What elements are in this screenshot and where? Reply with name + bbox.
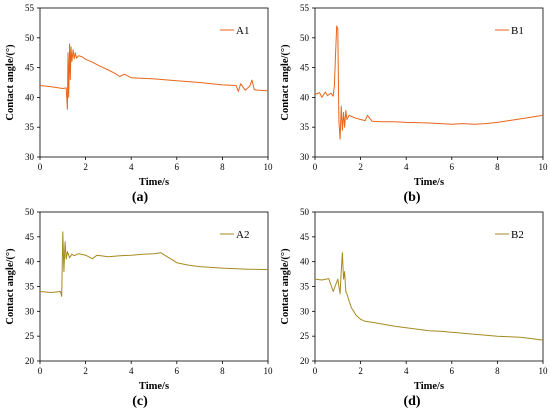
x-tick-label: 0 <box>313 162 318 172</box>
chart-panel-2: 0 2 4 6 8 10 30 35 40 45 50 55 Time/s Contact angle/(… <box>280 3 548 205</box>
x-tick-label: 4 <box>129 366 134 376</box>
y-tick-label: 35 <box>300 282 310 292</box>
x-tick-label: 8 <box>495 162 500 172</box>
y-tick-label: 45 <box>300 63 310 73</box>
x-tick-label: 8 <box>220 366 225 376</box>
plot-frame <box>39 7 269 158</box>
y-tick-label: 55 <box>300 3 310 13</box>
x-tick-label: 6 <box>450 162 455 172</box>
y-tick-label: 45 <box>25 232 35 242</box>
y-axis-title: Contact angle/(°) <box>5 44 16 121</box>
chart-panel-1: 0 2 4 6 8 10 30 35 40 45 50 55 Time/s Contact angle/(… <box>5 3 273 205</box>
series-line-b2 <box>314 252 544 341</box>
y-tick-label: 30 <box>300 152 310 162</box>
y-tick-label: 50 <box>25 207 35 217</box>
x-tick-label: 2 <box>358 366 363 376</box>
y-tick-label: 50 <box>300 33 310 43</box>
y-tick-label: 20 <box>25 356 35 366</box>
y-tick-label: 45 <box>25 63 35 73</box>
y-tick-label: 40 <box>300 92 310 102</box>
x-axis-title: Time/s <box>414 381 444 392</box>
x-tick-label: 4 <box>129 162 134 172</box>
y-tick-label: 35 <box>300 122 310 132</box>
y-tick-label: 25 <box>25 331 35 341</box>
x-tick-label: 2 <box>83 162 88 172</box>
x-tick-label: 10 <box>539 162 549 172</box>
plot-frame <box>314 7 544 158</box>
y-tick-label: 50 <box>300 207 310 217</box>
y-tick-label: 25 <box>300 331 310 341</box>
x-tick-label: 2 <box>358 162 363 172</box>
panel-caption-label: (d) <box>403 394 420 409</box>
y-axis-title: Contact angle/(°) <box>5 248 16 325</box>
x-tick-label: 8 <box>220 162 225 172</box>
chart-panel-4: 0 2 4 6 8 10 20 25 30 35 40 45 50 Time/s Contact angle… <box>280 207 548 409</box>
legend-label: A2 <box>236 229 249 241</box>
series-line-b1 <box>314 25 544 140</box>
series-line-a2 <box>39 231 269 297</box>
legend-label: B1 <box>511 25 524 37</box>
x-tick-label: 10 <box>264 366 274 376</box>
panel-caption-label: (b) <box>403 190 420 205</box>
y-tick-label: 30 <box>25 306 35 316</box>
y-tick-label: 40 <box>25 257 35 267</box>
y-axis-title: Contact angle/(°) <box>280 44 291 121</box>
y-tick-label: 35 <box>25 122 35 132</box>
y-tick-label: 30 <box>25 152 35 162</box>
y-tick-label: 30 <box>300 306 310 316</box>
x-axis-title: Time/s <box>139 177 169 188</box>
legend-label: A1 <box>236 25 249 37</box>
x-axis-title: Time/s <box>414 177 444 188</box>
panel-caption-label: (a) <box>132 190 149 205</box>
x-tick-label: 8 <box>495 366 500 376</box>
x-tick-label: 10 <box>264 162 274 172</box>
y-tick-label: 40 <box>25 92 35 102</box>
y-tick-label: 40 <box>300 257 310 267</box>
x-tick-label: 6 <box>175 162 180 172</box>
y-axis-title: Contact angle/(°) <box>280 248 291 325</box>
x-tick-label: 6 <box>450 366 455 376</box>
x-axis-title: Time/s <box>139 381 169 392</box>
y-tick-label: 35 <box>25 282 35 292</box>
x-tick-label: 0 <box>38 162 43 172</box>
x-tick-label: 0 <box>38 366 43 376</box>
series-line-a1 <box>39 43 269 110</box>
y-tick-label: 45 <box>300 232 310 242</box>
x-tick-label: 4 <box>404 162 409 172</box>
panel-caption-label: (c) <box>132 394 148 409</box>
y-tick-label: 20 <box>300 356 310 366</box>
chart-panel-3: 0 2 4 6 8 10 20 25 30 35 40 45 50 Time/s Contact angle… <box>5 207 273 409</box>
x-tick-label: 4 <box>404 366 409 376</box>
y-tick-label: 50 <box>25 33 35 43</box>
legend-label: B2 <box>511 229 524 241</box>
x-tick-label: 6 <box>175 366 180 376</box>
y-tick-label: 55 <box>25 3 35 13</box>
x-tick-label: 0 <box>313 366 318 376</box>
x-tick-label: 2 <box>83 366 88 376</box>
x-tick-label: 10 <box>539 366 549 376</box>
